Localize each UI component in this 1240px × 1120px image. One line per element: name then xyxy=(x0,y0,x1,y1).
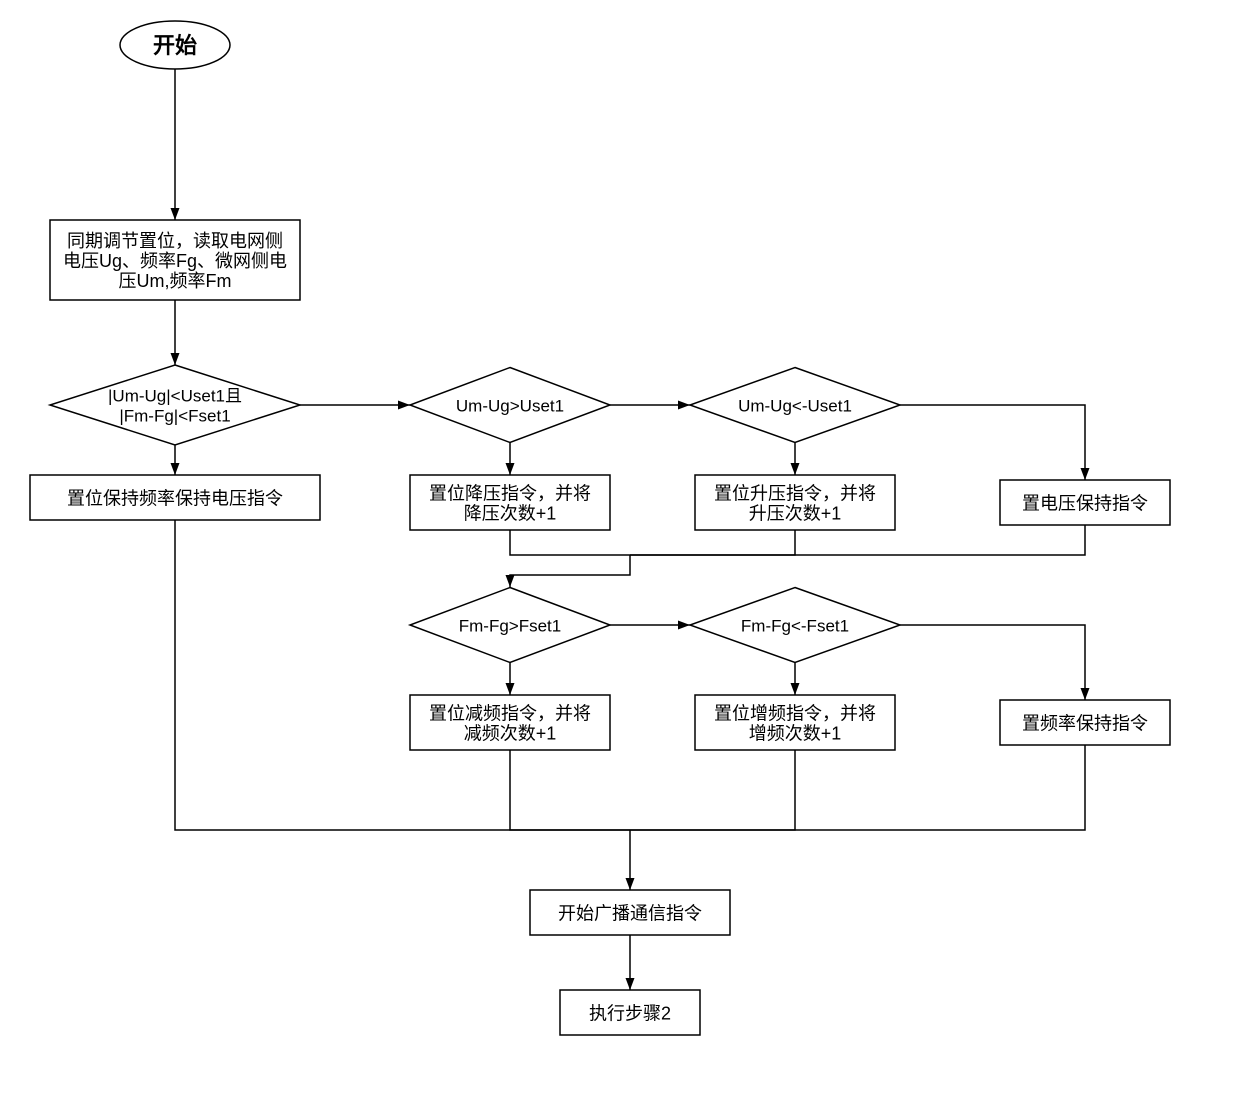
label-inc_v-0: 置位升压指令，并将 xyxy=(714,483,876,503)
edge-hold_f-bottom-merge xyxy=(630,745,1085,830)
label-d1-0: |Um-Ug|<Uset1且 xyxy=(108,386,242,405)
label-read-2: 压Um,频率Fm xyxy=(119,271,232,291)
edge-keep_both-bottom-merge xyxy=(175,520,630,830)
label-d3-0: Um-Ug<-Uset1 xyxy=(738,396,852,415)
edge-d3-right-hold_v xyxy=(900,405,1085,480)
start-label: 开始 xyxy=(153,33,197,58)
label-d5-0: Fm-Fg<-Fset1 xyxy=(741,616,849,635)
edge-inc_f-bottom-merge xyxy=(630,750,795,830)
label-d1-1: |Fm-Fg|<Fset1 xyxy=(119,406,230,425)
edge-join-v-d4-top xyxy=(510,555,630,587)
flowchart-canvas: 开始同期调节置位，读取电网侧电压Ug、频率Fg、微网侧电压Um,频率Fm |Um-… xyxy=(0,0,1240,1120)
edge-d5-right-hold_f xyxy=(900,625,1085,700)
label-dec_v-1: 降压次数+1 xyxy=(464,503,557,523)
edge-dec_v-bottom-join-v xyxy=(510,530,630,555)
label-inc_f-1: 增频次数+1 xyxy=(749,723,842,743)
label-step2-0: 执行步骤2 xyxy=(589,1003,671,1023)
label-dec_f-0: 置位减频指令，并将 xyxy=(429,703,591,723)
label-hold_f-0: 置频率保持指令 xyxy=(1022,713,1148,733)
label-broadcast-0: 开始广播通信指令 xyxy=(558,903,702,923)
label-dec_v-0: 置位降压指令，并将 xyxy=(429,483,591,503)
label-inc_f-0: 置位增频指令，并将 xyxy=(714,703,876,723)
label-d4-0: Fm-Fg>Fset1 xyxy=(459,616,562,635)
label-dec_f-1: 减频次数+1 xyxy=(464,723,557,743)
label-hold_v-0: 置电压保持指令 xyxy=(1022,493,1148,513)
label-inc_v-1: 升压次数+1 xyxy=(749,503,842,523)
label-keep_both-0: 置位保持频率保持电压指令 xyxy=(67,488,283,508)
label-read-1: 电压Ug、频率Fg、微网侧电 xyxy=(63,251,287,271)
edge-inc_v-bottom-join-v xyxy=(630,530,795,555)
label-read-0: 同期调节置位，读取电网侧 xyxy=(67,231,283,251)
edge-dec_f-bottom-merge xyxy=(510,750,630,830)
label-d2-0: Um-Ug>Uset1 xyxy=(456,396,564,415)
